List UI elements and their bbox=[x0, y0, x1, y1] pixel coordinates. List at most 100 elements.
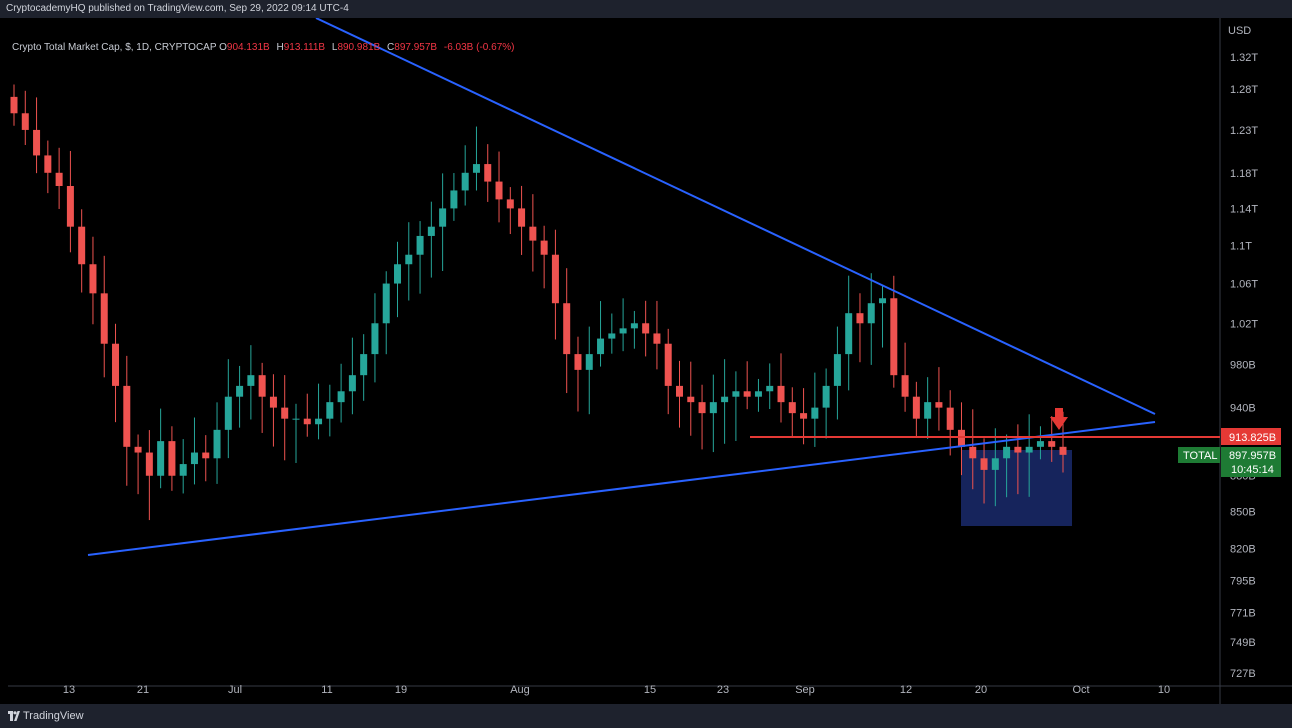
price-tick-label: 749B bbox=[1230, 637, 1256, 649]
currency-label: USD bbox=[1228, 25, 1251, 37]
candle-body bbox=[890, 298, 898, 376]
price-tick-label: 980B bbox=[1230, 360, 1256, 372]
candle-body bbox=[100, 293, 108, 344]
price-tags: 913.825B TOTAL 897.957B 10:45:14 bbox=[1178, 428, 1281, 477]
candle-body bbox=[1025, 446, 1033, 453]
time-tick-label: 23 bbox=[717, 684, 729, 696]
price-tick-label: 1.32T bbox=[1230, 52, 1258, 64]
candle-body bbox=[811, 407, 819, 419]
candle-body bbox=[315, 418, 323, 425]
time-tick-label: 12 bbox=[900, 684, 912, 696]
candle-body bbox=[946, 407, 954, 430]
candle-body bbox=[190, 452, 198, 465]
candle-body bbox=[145, 452, 153, 476]
candle-body bbox=[563, 303, 571, 355]
low-label: L bbox=[331, 42, 338, 53]
candle-body bbox=[901, 375, 909, 397]
price-tick-label: 1.28T bbox=[1230, 84, 1258, 96]
close-label: C bbox=[387, 42, 395, 53]
candle-body bbox=[236, 385, 244, 397]
candle-body bbox=[326, 402, 334, 419]
candle-body bbox=[427, 226, 435, 236]
candle-body bbox=[394, 264, 402, 284]
high-label: H bbox=[276, 42, 284, 53]
candle-body bbox=[653, 333, 661, 344]
time-tick-label: 19 bbox=[395, 684, 407, 696]
high-value: 913.111B bbox=[283, 42, 326, 53]
time-axis[interactable]: 13 21 Jul 11 19 Aug 15 23 Sep 12 20 Oct 10 bbox=[63, 684, 1170, 696]
series-tag bbox=[1178, 447, 1220, 463]
candle-body bbox=[879, 298, 887, 304]
candle-body bbox=[743, 391, 751, 397]
candle-body bbox=[619, 328, 627, 334]
candle-body bbox=[856, 313, 864, 324]
current-price-tag bbox=[1221, 447, 1281, 477]
candle-body bbox=[732, 391, 740, 397]
candle-body bbox=[845, 313, 853, 355]
candle-body bbox=[867, 303, 875, 324]
candle-body bbox=[957, 429, 965, 447]
price-tick-label: 771B bbox=[1230, 607, 1256, 619]
price-axis[interactable]: USD 1.32T 1.28T 1.23T 1.18T 1.14T 1.1T 1.06T 1.… bbox=[1228, 25, 1258, 680]
footer-brand[interactable]: TradingView bbox=[23, 710, 84, 722]
drawings-layer bbox=[87, 18, 1220, 556]
zone-box bbox=[961, 450, 1072, 526]
candle-body bbox=[348, 375, 356, 392]
chart-frame[interactable]: USD 1.32T 1.28T 1.23T 1.18T 1.14T 1.1T 1.06T 1.… bbox=[0, 18, 1292, 704]
candle-body bbox=[664, 343, 672, 386]
candle-body bbox=[777, 385, 785, 403]
candle-body bbox=[281, 407, 289, 419]
candle-body bbox=[574, 354, 582, 370]
candle-body bbox=[597, 338, 605, 355]
price-tick-label: 850B bbox=[1230, 507, 1256, 519]
candle-body bbox=[89, 264, 97, 294]
time-tick-label: 10 bbox=[1158, 684, 1170, 696]
candle-body bbox=[33, 129, 41, 156]
candle-body bbox=[360, 354, 368, 376]
publisher-text: CryptocademyHQ published on TradingView.… bbox=[6, 3, 349, 14]
candle-body bbox=[416, 235, 424, 255]
candle-body bbox=[1036, 441, 1044, 447]
countdown-text: 10:45:14 bbox=[1231, 464, 1274, 476]
candle-body bbox=[123, 385, 131, 447]
arrow-shaft bbox=[1055, 408, 1063, 418]
candle-body bbox=[247, 375, 255, 386]
candle-body bbox=[461, 172, 469, 191]
candle-body bbox=[202, 452, 210, 459]
candle-body bbox=[10, 96, 18, 114]
candle-body bbox=[709, 402, 717, 414]
time-tick-label: 21 bbox=[137, 684, 149, 696]
candle-body bbox=[551, 254, 559, 304]
candle-body bbox=[1059, 446, 1067, 455]
plot-area[interactable] bbox=[8, 18, 1220, 686]
candle-body bbox=[529, 226, 537, 241]
marker-price-tag bbox=[1221, 428, 1281, 445]
candle-body bbox=[800, 413, 808, 419]
candle-body bbox=[935, 402, 943, 408]
candle-body bbox=[168, 441, 176, 476]
close-value: 897.957B bbox=[394, 42, 438, 53]
publisher-bar: CryptocademyHQ published on TradingView.… bbox=[0, 0, 1292, 18]
candle-body bbox=[269, 396, 277, 408]
candle-body bbox=[991, 458, 999, 470]
series-tag-text: TOTAL bbox=[1183, 450, 1217, 462]
candle-body bbox=[439, 208, 447, 227]
candle-body bbox=[337, 391, 345, 403]
descending-trendline bbox=[315, 18, 1156, 415]
price-tick-label: 1.23T bbox=[1230, 125, 1258, 137]
candle-body bbox=[382, 283, 390, 324]
candle-body bbox=[766, 385, 774, 392]
price-tick-label: 1.14T bbox=[1230, 203, 1258, 215]
candle-body bbox=[687, 396, 695, 403]
low-value: 890.981B bbox=[337, 42, 381, 53]
candle-body bbox=[754, 391, 762, 397]
candle-body bbox=[833, 354, 841, 386]
ascending-trendline bbox=[87, 421, 1156, 556]
candle-body bbox=[179, 464, 187, 476]
price-tick-label: 1.02T bbox=[1230, 318, 1258, 330]
price-tick-label: 1.18T bbox=[1230, 168, 1258, 180]
candle-body bbox=[506, 199, 514, 209]
price-chart[interactable]: USD 1.32T 1.28T 1.23T 1.18T 1.14T 1.1T 1.06T 1.… bbox=[0, 18, 1292, 704]
candle-body bbox=[924, 402, 932, 419]
candle-body bbox=[540, 240, 548, 255]
